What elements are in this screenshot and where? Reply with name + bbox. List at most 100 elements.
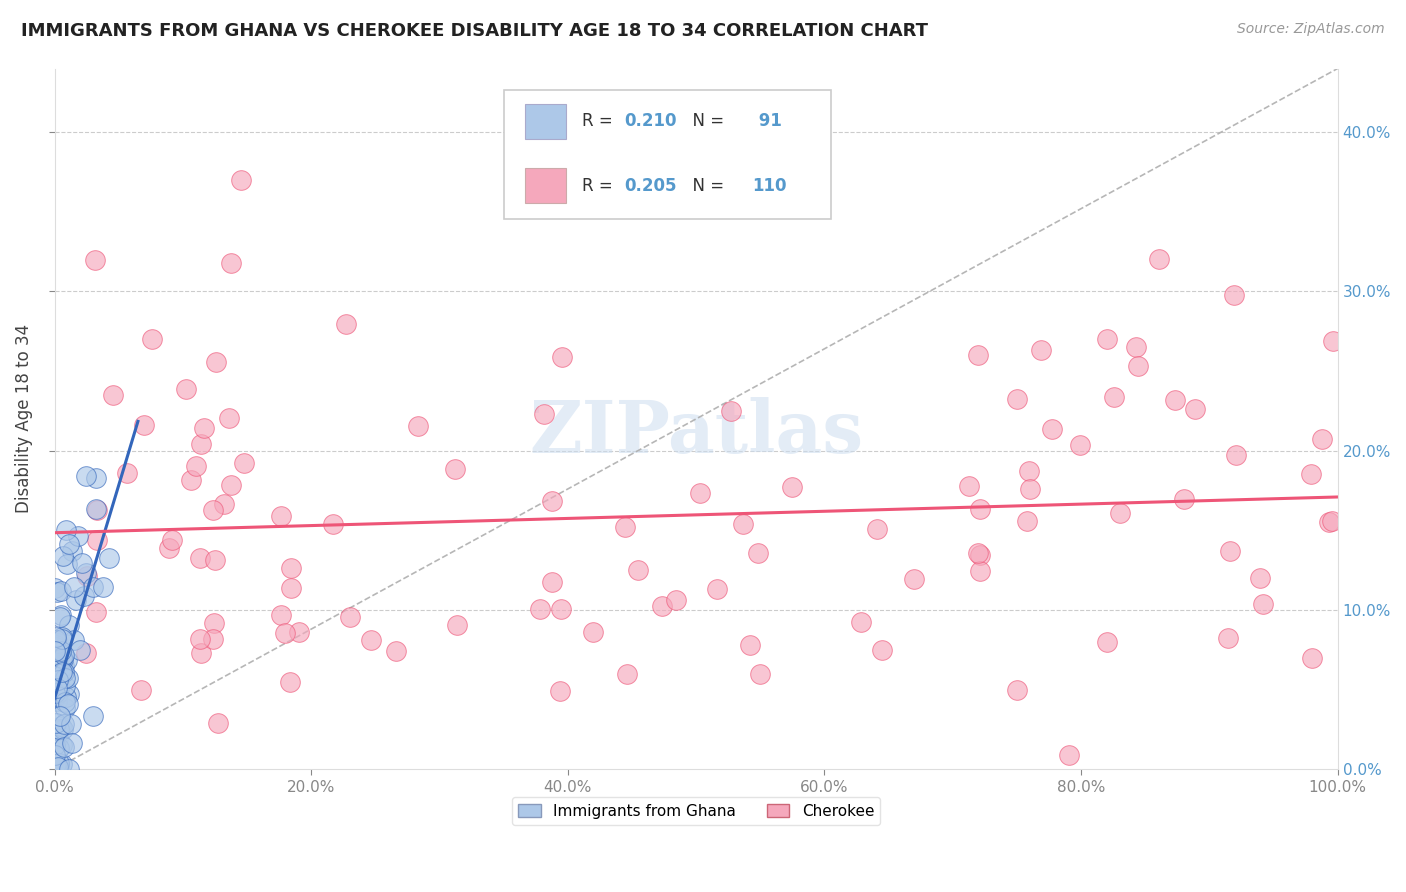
Point (101, 388, 124, 402)
Point (53, 659, 76, 673)
Point (207, 715, 229, 730)
Point (51, 644, 73, 658)
Point (55, 690, 77, 704)
Text: N =: N = (682, 112, 730, 130)
Point (76, 568, 98, 582)
Point (1251, 597, 1274, 611)
Point (1223, 288, 1246, 302)
Point (651, 599, 673, 613)
Point (48, 709, 70, 723)
Point (1216, 631, 1239, 645)
Point (45, 633, 67, 648)
Point (49, 609, 72, 624)
Point (162, 533, 184, 548)
Point (540, 575, 562, 590)
Point (83, 252, 105, 267)
Point (44, 661, 66, 675)
Point (957, 479, 980, 493)
Point (51, 739, 73, 753)
Point (322, 516, 344, 531)
Point (56, 697, 79, 711)
Point (193, 421, 215, 435)
Point (58, 536, 80, 550)
Point (45, 757, 67, 772)
Point (82, 708, 104, 723)
Point (91, 580, 114, 594)
Point (45, 723, 67, 737)
Point (1173, 491, 1195, 506)
Text: ZIPatlas: ZIPatlas (529, 398, 863, 468)
Point (44, 644, 66, 658)
Point (533, 407, 555, 421)
Point (969, 502, 991, 516)
Point (62, 632, 84, 647)
Point (75, 646, 97, 660)
Point (53, 665, 76, 679)
Point (52, 549, 75, 564)
Point (1015, 515, 1038, 529)
Point (339, 610, 361, 624)
Point (582, 624, 605, 639)
Point (86, 471, 108, 485)
Point (969, 564, 991, 578)
Point (70, 556, 93, 570)
Point (62, 544, 84, 558)
Point (849, 615, 872, 630)
FancyBboxPatch shape (526, 103, 567, 138)
Point (1102, 390, 1125, 404)
Point (1249, 571, 1271, 585)
Point (180, 473, 202, 487)
Point (780, 481, 803, 495)
Point (48, 756, 70, 770)
Point (56, 671, 79, 685)
Point (706, 582, 728, 596)
Point (969, 548, 991, 562)
Point (1125, 340, 1147, 354)
Point (212, 497, 235, 511)
Point (1184, 401, 1206, 416)
Point (56, 557, 79, 571)
Point (870, 642, 893, 657)
Point (51, 757, 73, 772)
Point (45, 759, 67, 773)
Point (53, 700, 76, 714)
Point (190, 646, 212, 660)
Text: 0.205: 0.205 (624, 177, 676, 194)
Point (273, 625, 295, 640)
Point (45, 730, 67, 744)
Point (46, 650, 69, 665)
Point (141, 332, 163, 346)
Point (1225, 448, 1247, 462)
Point (731, 516, 754, 531)
Point (51, 632, 73, 646)
Point (44, 715, 66, 730)
Point (1126, 359, 1149, 374)
Point (117, 466, 139, 480)
Point (551, 350, 574, 364)
Point (65, 593, 87, 607)
Point (740, 638, 762, 652)
Point (967, 348, 990, 362)
Point (221, 255, 243, 269)
Point (335, 317, 357, 331)
Point (747, 546, 769, 560)
Point (201, 632, 224, 646)
Point (1018, 464, 1040, 478)
Point (46, 643, 69, 657)
Point (55, 523, 77, 537)
Point (82, 580, 104, 594)
Point (60, 736, 83, 750)
Point (45, 689, 67, 703)
Point (86, 503, 108, 517)
Point (967, 546, 990, 560)
Point (1301, 467, 1323, 482)
Point (51, 630, 73, 644)
Point (1320, 515, 1343, 529)
Point (51, 650, 73, 665)
Point (48, 682, 70, 697)
Legend: Immigrants from Ghana, Cherokee: Immigrants from Ghana, Cherokee (512, 797, 880, 825)
Point (86, 533, 108, 548)
Point (46, 694, 69, 708)
Point (58, 762, 80, 776)
Point (184, 458, 207, 473)
